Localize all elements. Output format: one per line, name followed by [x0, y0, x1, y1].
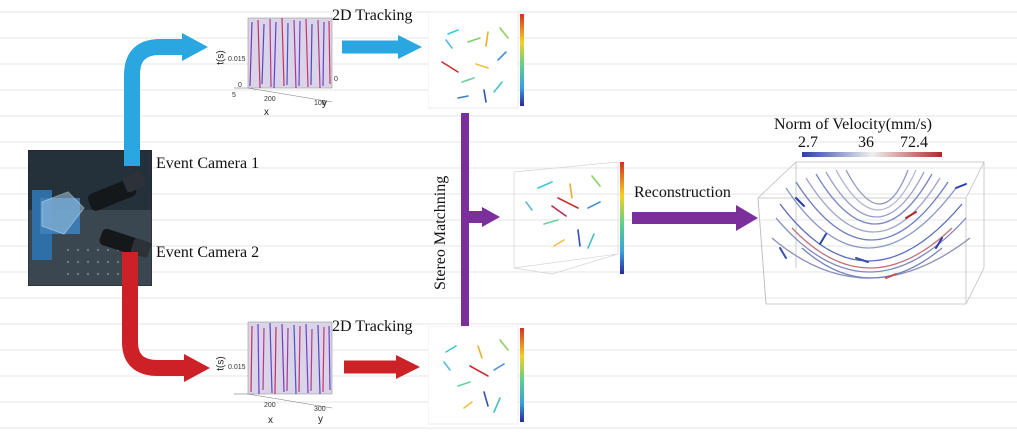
- event-bottom-xtick-2: 300: [314, 406, 326, 413]
- event-top-y-label: y: [322, 98, 327, 109]
- event-top-xtick-1: 200: [264, 96, 276, 103]
- camera-photo: [28, 150, 152, 286]
- event-bottom-xtick-1: 200: [264, 402, 276, 409]
- event-bottom-y-label: y: [318, 414, 323, 425]
- velocity-legend: Norm of Velocity(mm/s) 2.7 36 72.4: [772, 116, 972, 160]
- stereo-bar: [461, 113, 469, 330]
- reconstruction-label: Reconstruction: [634, 184, 731, 201]
- tracking-top-plot: [428, 12, 524, 109]
- event-camera-1-label: Event Camera 1: [156, 155, 260, 172]
- event-top-yleft-tick-2: 5: [232, 92, 236, 99]
- event-plot-bottom-graphic: [234, 321, 333, 409]
- stereo-plot: [513, 161, 624, 275]
- velocity-tick-mid: 36: [858, 134, 874, 151]
- camera1-arrow: [124, 39, 184, 166]
- event-bottom-t-tick: 0.015: [228, 364, 246, 371]
- event-top-yleft-tick-1: 0: [238, 82, 242, 89]
- tracking-bottom-plot: [428, 326, 524, 425]
- event-top-xtick-2: 100: [314, 100, 326, 107]
- event-camera-2-label: Event Camera 2: [156, 244, 260, 261]
- event-top-ymid-tick: 0: [334, 76, 338, 83]
- velocity-legend-title: Norm of Velocity(mm/s): [774, 116, 932, 133]
- event-bottom-x-label: x: [268, 415, 273, 426]
- stereo-label-wrap: Stereo Matchning: [432, 176, 449, 290]
- velocity-colorbar: [802, 152, 942, 157]
- event-top-t-label: t(s): [215, 50, 227, 65]
- camera2-arrow: [122, 252, 186, 376]
- velocity-tick-min: 2.7: [798, 134, 818, 151]
- tracking-bottom-label: 2D Tracking: [332, 318, 413, 335]
- stereo-label: Stereo Matchning: [432, 176, 449, 290]
- reconstruction-plot: [757, 161, 985, 305]
- event-plot-top: t(s) 0.015 0 5 0 200 100 x y: [214, 12, 354, 122]
- event-plot-bottom: t(s) 0.015 200 300 x y: [214, 318, 354, 430]
- event-bottom-t-label: t(s): [215, 356, 227, 371]
- tracking-top-label: 2D Tracking: [332, 7, 413, 24]
- event-plot-top-graphic: [234, 17, 333, 103]
- event-top-x-label: x: [264, 107, 269, 118]
- event-top-t-tick: 0.015: [228, 56, 246, 63]
- velocity-tick-max: 72.4: [900, 134, 928, 151]
